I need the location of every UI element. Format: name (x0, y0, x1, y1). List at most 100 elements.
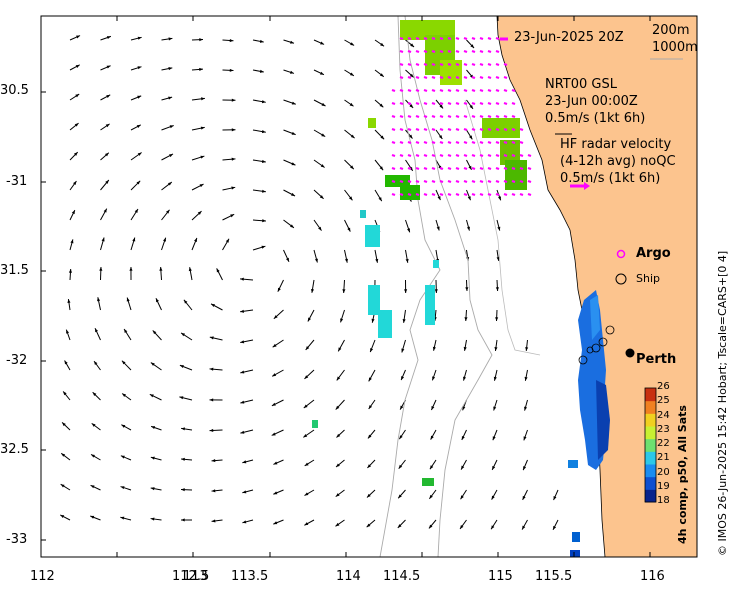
hf-radar-vector (423, 140, 428, 145)
current-vector-head (368, 405, 373, 410)
hf-radar-vector (503, 101, 508, 106)
hf-radar-vector (503, 140, 508, 145)
hf-radar-vector (447, 127, 452, 132)
hf-radar-vector (479, 192, 484, 197)
current-vectors (59, 35, 559, 531)
current-vector-head (209, 367, 214, 371)
hf-radar-vector (407, 179, 412, 184)
colorbar-tick-label: 22 (657, 438, 670, 449)
current-vector-head (336, 463, 340, 468)
current-vector-head (277, 287, 281, 292)
hf-radar-vector (495, 36, 500, 41)
hf-radar-vector (415, 114, 420, 119)
current-vector-head (259, 69, 264, 73)
colorbar-tick-label: 24 (657, 409, 670, 421)
current-vector-head (304, 375, 309, 379)
hf-radar-title: HF radar velocity (560, 137, 672, 152)
hf-radar-vector (439, 140, 444, 145)
colorbar-segment (645, 489, 656, 503)
current-vector-head (335, 405, 340, 410)
hf-radar-vector (447, 140, 452, 145)
current-vector-head (463, 346, 467, 351)
hf-radar-vector (407, 88, 412, 93)
current-vector-head (496, 256, 500, 261)
current-vector-head (553, 496, 557, 501)
y-tick-label: 31.5 (0, 263, 29, 278)
current-vector-head (321, 133, 326, 137)
current-vector-head (73, 152, 78, 156)
hf-radar-vector (391, 192, 396, 197)
current-vector-head (122, 393, 127, 397)
current-vector-head (242, 520, 247, 524)
hf-radar-vector (423, 166, 428, 171)
colorbar-segment (645, 476, 656, 490)
colorbar-tick-label: 19 (657, 480, 670, 492)
ship-legend-label: Ship (636, 272, 660, 285)
current-vector-head (493, 376, 497, 381)
current-vector-head (90, 485, 95, 489)
current-vector-head (408, 134, 413, 139)
hf-radar-vector (479, 36, 484, 41)
hf-radar-vector (423, 75, 428, 80)
hf-radar-vector (431, 49, 436, 54)
current-vector-head (438, 135, 443, 139)
hf-radar-vector (455, 36, 460, 41)
current-vector-head (291, 162, 296, 166)
hf-radar-vector (447, 179, 452, 184)
hf-radar-vector (471, 140, 476, 145)
hf-radar-vector (487, 101, 492, 106)
colorbar-segment (645, 438, 656, 452)
hf-radar-vector (503, 153, 508, 158)
current-vector-head (524, 406, 528, 411)
hf-radar-vector (463, 114, 468, 119)
hf-radar-vector (447, 75, 452, 80)
current-vector-head (163, 237, 166, 242)
current-vector-head (375, 258, 379, 263)
current-vector-head (105, 123, 110, 128)
hf-radar-vector (439, 75, 444, 80)
current-vector-head (68, 269, 73, 273)
colorbar-tick-label: 25 (657, 395, 670, 407)
y-tick-label: -32 (6, 353, 28, 368)
current-vector-head (286, 257, 289, 262)
hf-radar-vector (391, 140, 396, 145)
colorbar-tick-label: 23 (657, 423, 670, 435)
hf-radar-vector (463, 192, 468, 197)
hf-radar-vector (407, 49, 412, 54)
hf-radar-vector (439, 166, 444, 171)
current-vector-head (106, 65, 111, 69)
hf-radar-vector (439, 114, 444, 119)
hf-radar-vector (439, 36, 444, 41)
hf-radar-vector (391, 101, 396, 106)
plot-frame (40, 15, 698, 558)
hf-radar-vector (503, 192, 508, 197)
current-vector-head (497, 226, 501, 231)
current-vector-head (523, 466, 527, 471)
current-vector-head (335, 493, 340, 497)
hf-radar-vector (479, 114, 484, 119)
hf-radar-vector (479, 49, 484, 54)
current-vector-head (240, 340, 245, 344)
current-vector-head (61, 453, 66, 457)
colorbar-tick-label: 21 (657, 452, 670, 464)
current-vector-head (291, 101, 296, 105)
hf-radar-vector (399, 49, 404, 54)
hf-radar-vector (487, 88, 492, 93)
hf-radar-vector (463, 153, 468, 158)
current-vector-head (429, 494, 433, 499)
hf-radar-vector (495, 88, 500, 93)
current-vector-head (91, 454, 95, 458)
current-vector-head (166, 209, 170, 214)
hf-radar-vector (399, 36, 404, 41)
hf-radar-vector (439, 127, 444, 132)
current-vector-head (124, 328, 128, 333)
current-vector-head (66, 329, 70, 334)
current-vector-head (240, 277, 244, 281)
colorbar-segment (645, 400, 656, 414)
current-vector-head (320, 41, 325, 45)
current-vector-head (432, 376, 436, 381)
current-vector-head (436, 226, 440, 231)
current-vector-head (99, 267, 103, 271)
current-vector-head (240, 370, 245, 374)
hf-radar-vector (527, 153, 532, 158)
